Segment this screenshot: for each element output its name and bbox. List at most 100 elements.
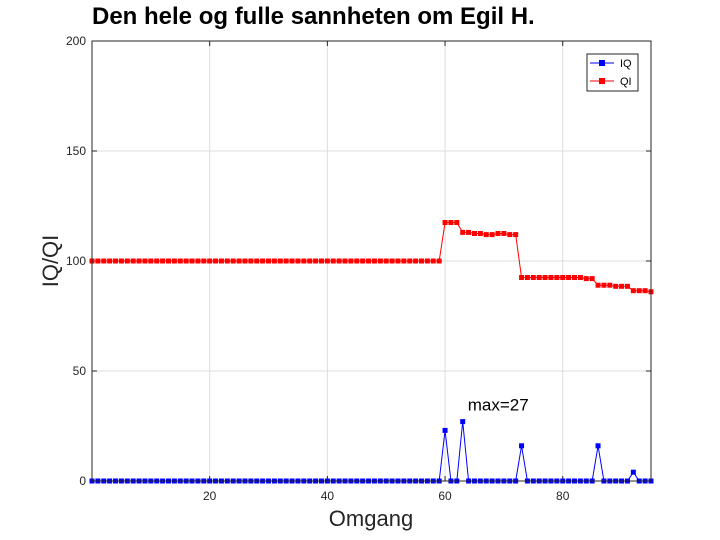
qi-point xyxy=(113,258,119,264)
qi-point xyxy=(318,258,324,264)
qi-point xyxy=(548,275,554,280)
qi-point xyxy=(501,231,507,236)
qi-point xyxy=(383,258,389,264)
qi-point xyxy=(336,258,342,264)
qi-point xyxy=(442,220,448,225)
max-annotation: max=27 xyxy=(468,396,529,415)
qi-point xyxy=(295,258,301,264)
qi-point xyxy=(107,258,113,264)
qi-point xyxy=(189,258,195,264)
qi-point xyxy=(254,258,260,264)
y-tick-label: 150 xyxy=(66,144,86,158)
qi-point xyxy=(213,258,219,264)
qi-point xyxy=(160,258,166,264)
qi-point xyxy=(283,258,289,264)
qi-point xyxy=(607,282,613,288)
qi-point xyxy=(324,258,330,264)
qi-point xyxy=(483,232,489,238)
qi-point xyxy=(601,282,607,288)
qi-point xyxy=(454,220,460,225)
y-tick-label: 200 xyxy=(66,34,86,48)
qi-point xyxy=(577,275,583,280)
qi-point xyxy=(536,275,542,280)
qi-point xyxy=(395,258,401,264)
qi-point xyxy=(589,276,595,282)
qi-point xyxy=(513,232,519,238)
qi-point xyxy=(148,258,154,264)
qi-point xyxy=(630,288,636,294)
qi-point xyxy=(236,258,242,264)
qi-point xyxy=(419,258,425,264)
qi-point xyxy=(554,275,560,280)
qi-point xyxy=(460,229,466,235)
qi-point xyxy=(489,232,495,238)
qi-point xyxy=(154,258,160,264)
qi-point xyxy=(260,258,266,264)
qi-point xyxy=(271,258,277,264)
qi-point xyxy=(642,288,648,294)
legend: IQ QI xyxy=(586,53,639,92)
chart-title: Den hele og fulle sannheten om Egil H. xyxy=(92,3,535,30)
axis-ticks: 20 40 60 80 0 50 100 150 200 xyxy=(66,34,651,503)
qi-point xyxy=(572,275,578,280)
qi-point xyxy=(542,275,548,280)
qi-point xyxy=(201,258,207,264)
qi-point xyxy=(124,258,130,264)
qi-point xyxy=(366,258,372,264)
y-tick-label: 0 xyxy=(79,474,86,488)
iq-point xyxy=(595,443,601,449)
qi-point xyxy=(519,275,525,280)
qi-point xyxy=(401,258,407,264)
iq-point xyxy=(630,469,636,475)
qi-point xyxy=(101,258,107,264)
qi-point xyxy=(130,258,136,264)
x-tick-label: 60 xyxy=(438,489,452,503)
qi-point xyxy=(177,258,183,264)
qi-point xyxy=(242,258,248,264)
legend-box xyxy=(586,53,639,92)
qi-point xyxy=(230,258,236,264)
qi-point xyxy=(619,283,625,289)
qi-point xyxy=(448,220,454,225)
qi-point xyxy=(165,258,171,264)
qi-point xyxy=(471,231,477,236)
iq-point xyxy=(442,427,448,433)
qi-point xyxy=(342,258,348,264)
qi-point xyxy=(377,258,383,264)
qi-point xyxy=(430,258,436,264)
x-axis-label: Omgang xyxy=(329,506,413,531)
qi-series xyxy=(89,220,654,295)
qi-point xyxy=(371,258,377,264)
qi-point xyxy=(507,232,513,238)
qi-point xyxy=(348,258,354,264)
qi-point xyxy=(413,258,419,264)
iq-point xyxy=(460,419,466,425)
plot-frame xyxy=(91,40,652,482)
legend-qi-marker xyxy=(599,78,605,84)
qi-point xyxy=(354,258,360,264)
qi-point xyxy=(224,258,230,264)
x-tick-label: 80 xyxy=(556,489,570,503)
qi-point xyxy=(636,288,642,294)
iq-point xyxy=(519,443,525,449)
y-axis-label: IQ/QI xyxy=(38,235,63,288)
qi-point xyxy=(436,258,442,264)
x-tick-label: 40 xyxy=(321,489,335,503)
qi-point xyxy=(330,258,336,264)
qi-point xyxy=(307,258,313,264)
qi-point xyxy=(583,276,589,282)
qi-point xyxy=(118,258,124,264)
qi-point xyxy=(171,258,177,264)
qi-point xyxy=(360,258,366,264)
qi-point xyxy=(566,275,572,280)
qi-point xyxy=(142,258,148,264)
legend-iq-marker xyxy=(599,60,605,66)
qi-point xyxy=(389,258,395,264)
legend-iq-label: IQ xyxy=(620,58,632,70)
qi-point xyxy=(248,258,254,264)
y-tick-label: 50 xyxy=(73,364,87,378)
qi-point xyxy=(407,258,413,264)
qi-point xyxy=(218,258,224,264)
x-tick-label: 20 xyxy=(203,489,217,503)
